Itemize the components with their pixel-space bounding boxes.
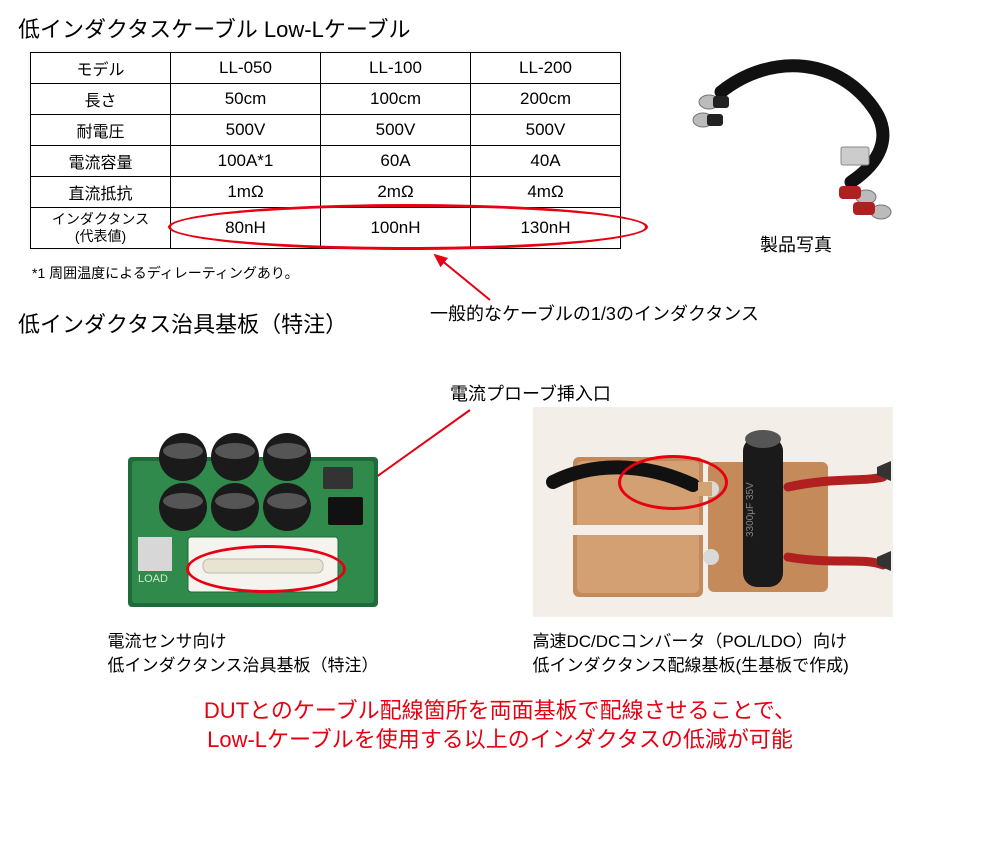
row-label: 電流容量 (31, 146, 171, 177)
table-footnote: *1 周囲温度によるディレーティングあり。 (32, 263, 1000, 283)
table-col-1: LL-100 (321, 53, 471, 84)
board-right-icon: 3300μF 35V (533, 407, 893, 617)
cell: 100A*1 (171, 146, 321, 177)
cell: 2mΩ (321, 177, 471, 208)
board-left-image: LOAD (108, 407, 398, 622)
callout-probe-slot: 電流プローブ挿入口 (450, 380, 611, 406)
table-row: 直流抵抗 1mΩ 2mΩ 4mΩ (31, 177, 621, 208)
cell: 100nH (321, 208, 471, 249)
table-col-0: LL-050 (171, 53, 321, 84)
table-col-2: LL-200 (471, 53, 621, 84)
cell: 80nH (171, 208, 321, 249)
cell: 100cm (321, 84, 471, 115)
cell: 60A (321, 146, 471, 177)
product-photo-block: 製品写真 (681, 52, 911, 257)
product-photo-caption: 製品写真 (681, 231, 911, 257)
table-header-label: モデル (31, 53, 171, 84)
row-label: インダクタンス (代表値) (31, 208, 171, 249)
cell: 500V (321, 115, 471, 146)
cell: 40A (471, 146, 621, 177)
svg-text:LOAD: LOAD (138, 573, 168, 585)
cell: 500V (471, 115, 621, 146)
top-row: モデル LL-050 LL-100 LL-200 長さ 50cm 100cm 2… (0, 52, 1000, 257)
spec-table: モデル LL-050 LL-100 LL-200 長さ 50cm 100cm 2… (30, 52, 621, 249)
table-row: 電流容量 100A*1 60A 40A (31, 146, 621, 177)
cell: 4mΩ (471, 177, 621, 208)
bottom-note: DUTとのケーブル配線箇所を両面基板で配線させることで、 Low-Lケーブルを使… (0, 696, 1000, 755)
board-left-caption-l2: 低インダクタンス治具基板（特注） (108, 656, 379, 675)
cell: 500V (171, 115, 321, 146)
cell: 200cm (471, 84, 621, 115)
table-row: 長さ 50cm 100cm 200cm (31, 84, 621, 115)
bottom-note-l1: DUTとのケーブル配線箇所を両面基板で配線させることで、 (204, 698, 796, 723)
table-row: 耐電圧 500V 500V 500V (31, 115, 621, 146)
boards-row: LOAD 電流センサ向け 低インダクタンス治具基板（特注） (0, 407, 1000, 678)
row-label: 長さ (31, 84, 171, 115)
callout-inductance-note: 一般的なケーブルの1/3のインダクタンス (430, 300, 759, 326)
row-label: 耐電圧 (31, 115, 171, 146)
bottom-note-l2: Low-Lケーブルを使用する以上のインダクタスの低減が可能 (207, 727, 793, 752)
board-left-block: LOAD 電流センサ向け 低インダクタンス治具基板（特注） (108, 407, 398, 678)
cable-photo-icon (681, 52, 911, 222)
board-right-block: 3300μF 35V 高速DC/DCコンバータ（POL/LDO）向け 低インダク… (533, 407, 893, 678)
svg-text:3300μF 35V: 3300μF 35V (745, 482, 756, 537)
board-right-image: 3300μF 35V (533, 407, 893, 622)
row-label: 直流抵抗 (31, 177, 171, 208)
board-left-caption: 電流センサ向け 低インダクタンス治具基板（特注） (108, 630, 398, 678)
cell: 50cm (171, 84, 321, 115)
board-right-caption-l2: 低インダクタンス配線基板(生基板で作成) (533, 656, 849, 675)
section-title-cable: 低インダクタスケーブル Low-Lケーブル (0, 0, 1000, 52)
cell: 130nH (471, 208, 621, 249)
spec-table-wrap: モデル LL-050 LL-100 LL-200 長さ 50cm 100cm 2… (30, 52, 621, 249)
table-header-row: モデル LL-050 LL-100 LL-200 (31, 53, 621, 84)
cell: 1mΩ (171, 177, 321, 208)
board-left-icon: LOAD (108, 407, 398, 617)
board-left-caption-l1: 電流センサ向け (108, 632, 227, 651)
board-right-caption-l1: 高速DC/DCコンバータ（POL/LDO）向け (533, 632, 848, 651)
board-right-caption: 高速DC/DCコンバータ（POL/LDO）向け 低インダクタンス配線基板(生基板… (533, 630, 893, 678)
table-row: インダクタンス (代表値) 80nH 100nH 130nH (31, 208, 621, 249)
